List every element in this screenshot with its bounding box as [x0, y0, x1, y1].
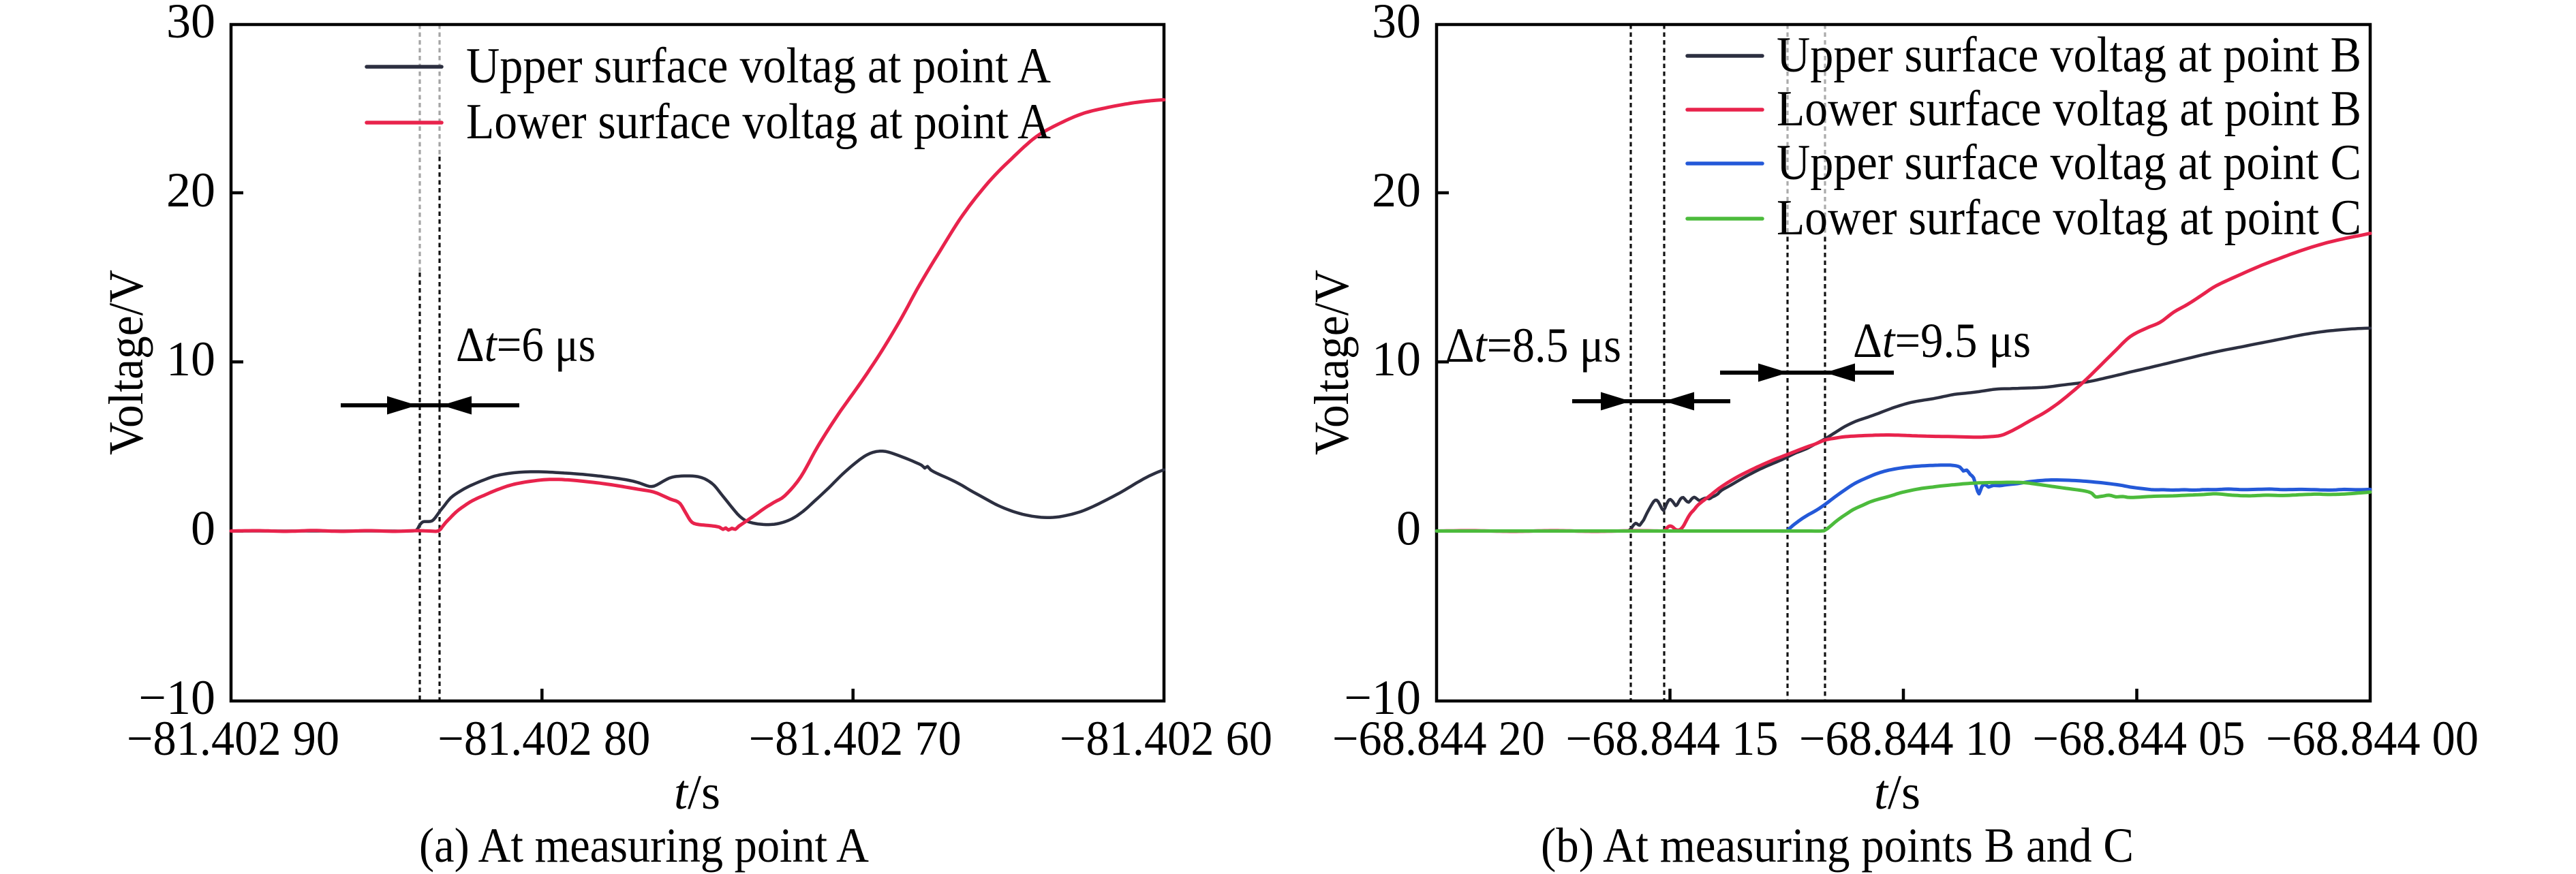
svg-text:Lower surface voltag at point: Lower surface voltag at point B — [1777, 81, 2361, 137]
svg-text:20: 20 — [1372, 163, 1421, 217]
svg-text:−81.402 70: −81.402 70 — [749, 711, 962, 766]
svg-text:Upper surface voltag at point: Upper surface voltag at point C — [1777, 135, 2361, 191]
svg-text:Lower surface voltag at point: Lower surface voltag at point C — [1777, 190, 2361, 246]
svg-text:−68.844 05: −68.844 05 — [2033, 711, 2245, 766]
svg-text:30: 30 — [166, 0, 215, 48]
svg-text:10: 10 — [1372, 332, 1421, 386]
svg-text:−10: −10 — [1344, 670, 1421, 725]
svg-text:t/s: t/s — [674, 765, 720, 820]
svg-text:−10: −10 — [138, 670, 215, 725]
svg-text:−81.402 80: −81.402 80 — [438, 711, 650, 766]
svg-text:0: 0 — [191, 501, 215, 556]
svg-text:20: 20 — [166, 163, 215, 217]
svg-text:10: 10 — [166, 332, 215, 386]
svg-text:−68.844 15: −68.844 15 — [1566, 711, 1779, 766]
svg-text:−68.844 00: −68.844 00 — [2266, 711, 2479, 766]
svg-text:−81.402 60: −81.402 60 — [1060, 711, 1272, 766]
svg-text:30: 30 — [1372, 0, 1421, 48]
svg-text:Δt=6 μs: Δt=6 μs — [456, 317, 596, 372]
svg-text:Voltage/V: Voltage/V — [1304, 270, 1359, 455]
svg-text:−68.844 10: −68.844 10 — [1799, 711, 2012, 766]
svg-text:t/s: t/s — [1874, 765, 1920, 820]
svg-text:Voltage/V: Voltage/V — [99, 270, 153, 455]
svg-text:Upper surface voltag at point: Upper surface voltag at point B — [1777, 27, 2361, 83]
svg-text:0: 0 — [1396, 501, 1421, 556]
svg-text:(a) At measuring point A: (a) At measuring point A — [419, 818, 869, 873]
svg-text:Upper surface voltag at point: Upper surface voltag at point A — [466, 38, 1051, 94]
svg-text:Δt=8.5 μs: Δt=8.5 μs — [1445, 318, 1621, 373]
svg-text:−81.402 90: −81.402 90 — [127, 711, 339, 766]
svg-text:Lower surface voltag at point: Lower surface voltag at point A — [466, 94, 1051, 150]
svg-text:−68.844 20: −68.844 20 — [1332, 711, 1545, 766]
svg-text:(b) At measuring points B and: (b) At measuring points B and C — [1541, 818, 2134, 873]
svg-text:Δt=9.5 μs: Δt=9.5 μs — [1853, 313, 2031, 368]
